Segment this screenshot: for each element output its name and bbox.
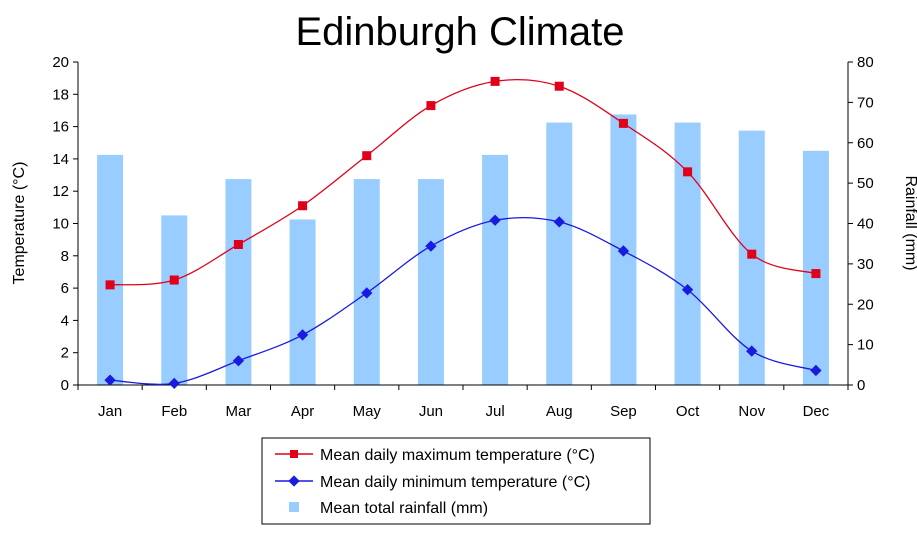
min-temp-point-aug [553,216,565,228]
y-tick-label: 18 [52,86,69,103]
legend-max-label: Mean daily maximum temperature (°C) [320,447,595,464]
x-tick-label: Jul [485,403,504,420]
y-tick-label: 20 [52,54,69,71]
y2-tick-label: 70 [857,94,874,111]
max-temp-point-jul [490,76,500,86]
y2-tick-label: 50 [857,175,874,192]
x-tick-label: May [353,403,382,420]
legend-min-label: Mean daily minimum temperature (°C) [320,474,590,491]
min-temp-point-sep [617,245,630,257]
min-temp-point-oct [681,284,694,296]
y-tick-label: 12 [52,183,69,200]
y-tick-label: 8 [61,248,69,265]
chart-title: Edinburgh Climate [295,10,624,54]
max-temp-point-oct [683,167,693,177]
y-tick-label: 2 [61,345,69,362]
y-tick-label: 10 [52,216,69,233]
max-temp-point-sep [618,118,628,128]
rainfall-bar-mar [225,179,252,385]
legend-min-marker [288,475,300,487]
x-tick-label: Jan [98,403,122,420]
rainfall-bar-jul [482,154,509,385]
rainfall-bar-aug [546,122,573,385]
y2-tick-label: 10 [857,337,874,354]
rainfall-bar-jun [417,179,444,385]
y2-tick-label: 60 [857,135,874,152]
min-temp-point-dec [810,364,822,377]
min-temp-point-jul [489,214,501,226]
y2-axis-label: Rainfall (mm) [902,175,917,270]
x-tick-label: Aug [546,403,573,420]
y2-tick-label: 30 [857,256,874,273]
max-temp-point-nov [747,249,757,259]
max-temp-point-dec [811,269,821,279]
max-temp-point-apr [298,201,308,211]
max-temp-point-jan [105,280,115,290]
rainfall-bar-feb [161,215,188,385]
min-temp-point-mar [232,355,245,367]
max-temp-line [110,78,817,286]
y-tick-label: 0 [61,377,69,394]
y2-tick-label: 0 [857,377,865,394]
legend-rain-swatch [289,502,299,512]
y2-tick-label: 40 [857,216,874,233]
rainfall-bar-apr [289,219,316,385]
rainfall-bar-may [353,179,380,385]
min-temp-point-apr [296,329,309,341]
max-temp-point-feb [169,275,179,285]
rainfall-bar-oct [674,122,701,385]
legend: Mean daily maximum temperature (°C) Mean… [261,437,651,525]
min-temp-point-feb [168,377,180,390]
y-tick-label: 6 [61,280,69,297]
legend-max-marker [290,450,298,458]
max-temp-point-jun [426,101,436,111]
x-tick-label: Apr [291,403,314,420]
y-axis-label: Temperature (°C) [11,162,28,285]
y-tick-label: 16 [52,119,69,136]
y2-tick-label: 20 [857,296,874,313]
x-tick-label: Jun [419,403,443,420]
x-tick-label: Nov [738,403,765,420]
rainfall-bar-jan [97,154,124,385]
x-tick-label: Feb [161,403,187,420]
y2-tick-label: 80 [857,54,874,71]
rainfall-bar-dec [802,150,829,385]
x-tick-label: Sep [610,403,637,420]
legend-rain-label: Mean total rainfall (mm) [320,500,488,517]
x-tick-label: Mar [225,403,251,420]
min-temp-point-nov [746,345,758,357]
x-tick-label: Oct [676,403,700,420]
min-temp-point-may [361,287,373,299]
min-temp-point-jun [425,240,437,252]
max-temp-point-may [362,151,372,161]
x-tick-label: Dec [803,403,830,420]
y-tick-label: 14 [52,151,69,168]
y-tick-label: 4 [61,312,69,329]
min-temp-line [110,216,817,385]
max-temp-point-aug [554,81,564,91]
max-temp-point-mar [233,239,243,249]
